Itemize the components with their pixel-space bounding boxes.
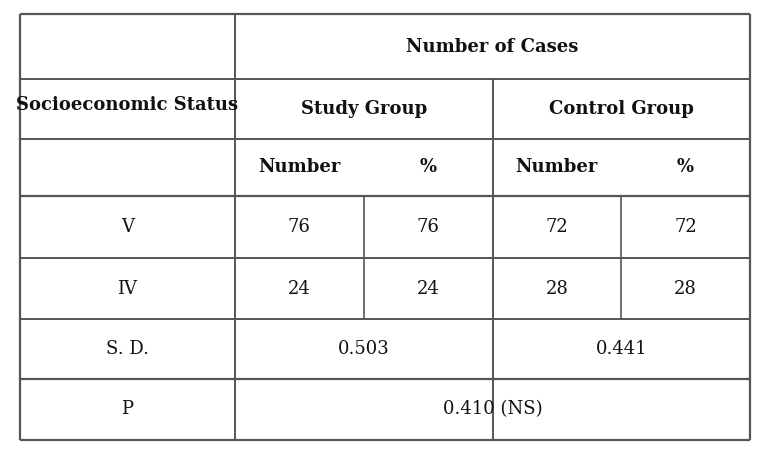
- Text: P: P: [122, 400, 133, 419]
- Text: V: V: [121, 218, 134, 236]
- Text: 76: 76: [417, 218, 440, 236]
- Text: 28: 28: [545, 280, 568, 297]
- Text: 0.410 (NS): 0.410 (NS): [443, 400, 542, 419]
- Text: Number: Number: [516, 158, 598, 177]
- Text: S. D.: S. D.: [106, 340, 149, 358]
- Text: 24: 24: [417, 280, 440, 297]
- Text: %: %: [420, 158, 437, 177]
- Text: Study Group: Study Group: [300, 100, 427, 118]
- Text: 24: 24: [288, 280, 311, 297]
- Text: 0.503: 0.503: [338, 340, 390, 358]
- Text: 0.441: 0.441: [595, 340, 647, 358]
- Text: Number of Cases: Number of Cases: [406, 38, 578, 55]
- Text: 76: 76: [288, 218, 311, 236]
- Text: Socioeconomic Status: Socioeconomic Status: [16, 96, 238, 114]
- Text: 72: 72: [674, 218, 697, 236]
- Text: Number: Number: [258, 158, 341, 177]
- Text: 28: 28: [674, 280, 697, 297]
- Text: 72: 72: [545, 218, 568, 236]
- Text: Control Group: Control Group: [548, 100, 694, 118]
- Text: %: %: [677, 158, 694, 177]
- Text: IV: IV: [117, 280, 138, 297]
